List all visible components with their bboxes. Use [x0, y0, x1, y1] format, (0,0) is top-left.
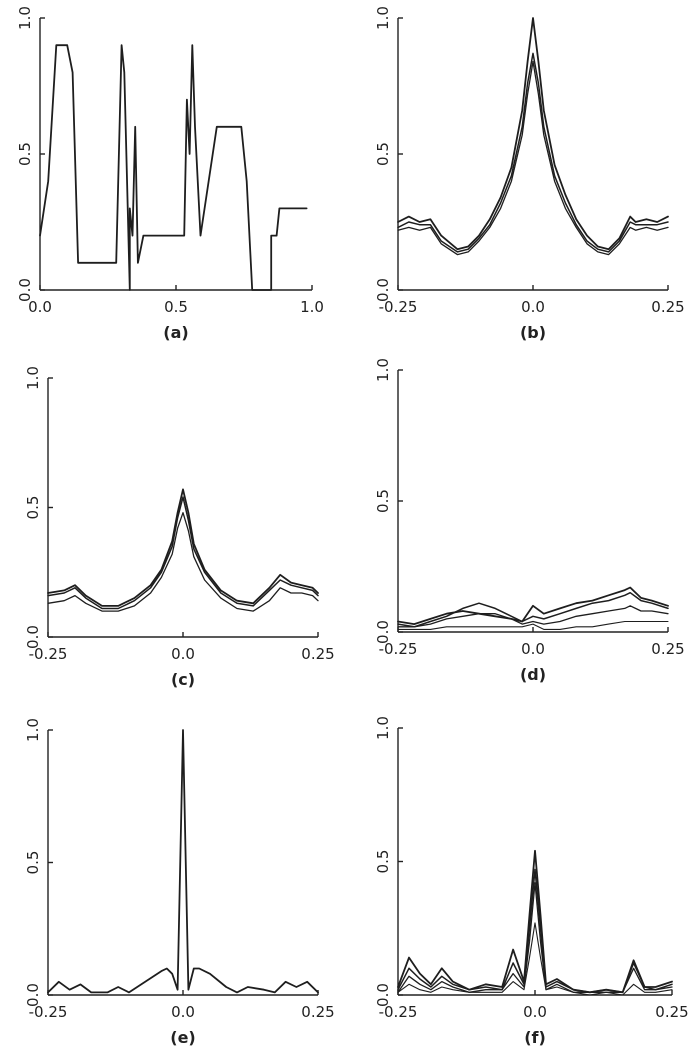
panel-2: 0.00.51.0-0.25 0.0 0.25(b) [374, 6, 685, 342]
x-tick-label: 0.0 [521, 298, 545, 316]
y-tick-label: 1.0 [24, 718, 42, 742]
y-tick-label: 0.0 [24, 983, 42, 1007]
panel-4: 0.00.51.0-0.25 0.0 0.25(d) [374, 358, 685, 684]
y-tick-label: 0.0 [24, 625, 42, 649]
y-tick-label: 0.0 [374, 620, 392, 644]
series-line-2 [397, 52, 669, 253]
x-tick-label: 0.5 [164, 298, 188, 316]
x-tick-label: 0.25 [651, 298, 684, 316]
panel-5: 0.00.51.0-0.25 0.0 0.25(e) [24, 718, 335, 1047]
panel-3: 0.00.51.0-0.25 0.0 0.25(c) [24, 366, 335, 689]
series-line-4 [397, 620, 669, 630]
x-tick-label: -0.25 [379, 1003, 418, 1021]
series-line-3 [47, 512, 319, 612]
panel-label: (c) [171, 670, 195, 689]
panel-label: (d) [520, 665, 546, 684]
y-tick-label: 0.5 [374, 489, 392, 513]
x-tick-label: 0.0 [521, 640, 545, 658]
y-tick-label: 1.0 [24, 366, 42, 390]
panel-label: (b) [520, 323, 546, 342]
y-tick-label: 0.0 [374, 278, 392, 302]
y-tick-label: 0.5 [16, 142, 34, 166]
x-tick-label: 0.0 [171, 1003, 195, 1021]
panel-6: 0.00.51.0-0.25 0.0 0.25(f) [374, 716, 689, 1047]
y-tick-label: 0.5 [374, 142, 392, 166]
panel-label: (a) [163, 323, 188, 342]
x-tick-label: 1.0 [300, 298, 324, 316]
x-tick-label: -0.25 [379, 640, 418, 658]
series-line-1 [39, 44, 308, 291]
y-tick-label: 0.0 [16, 278, 34, 302]
series-line-1 [47, 488, 319, 607]
y-tick-label: 0.5 [24, 496, 42, 520]
x-tick-label: 0.0 [523, 1003, 547, 1021]
x-tick-label: 0.0 [171, 645, 195, 663]
series-line-3 [397, 605, 669, 628]
x-tick-label: 0.25 [651, 640, 684, 658]
x-tick-label: 0.0 [28, 298, 52, 316]
y-tick-label: 0.0 [374, 983, 392, 1007]
y-tick-label: 1.0 [374, 6, 392, 30]
x-tick-label: -0.25 [29, 645, 68, 663]
series-line-4 [397, 922, 673, 996]
y-tick-label: 1.0 [374, 716, 392, 740]
y-tick-label: 1.0 [16, 6, 34, 30]
x-tick-label: -0.25 [379, 298, 418, 316]
series-line-2 [397, 591, 669, 628]
y-tick-label: 0.5 [374, 850, 392, 874]
series-line-1 [397, 586, 669, 625]
series-line-2 [47, 496, 319, 610]
x-tick-label: 0.25 [655, 1003, 688, 1021]
series-line-1 [397, 17, 669, 251]
series-line-1 [47, 729, 319, 994]
panel-label: (f) [524, 1028, 546, 1047]
panel-1: 0.0 0.5 1.0 0.0 0.5 1.0 (a) [16, 6, 324, 342]
panel-label: (e) [170, 1028, 195, 1047]
x-tick-label: -0.25 [29, 1003, 68, 1021]
series-line-3 [397, 60, 669, 256]
series-line-3 [397, 882, 673, 993]
y-tick-label: 0.5 [24, 851, 42, 875]
x-tick-label: 0.25 [301, 645, 334, 663]
x-tick-label: 0.25 [301, 1003, 334, 1021]
y-tick-label: 1.0 [374, 358, 392, 382]
